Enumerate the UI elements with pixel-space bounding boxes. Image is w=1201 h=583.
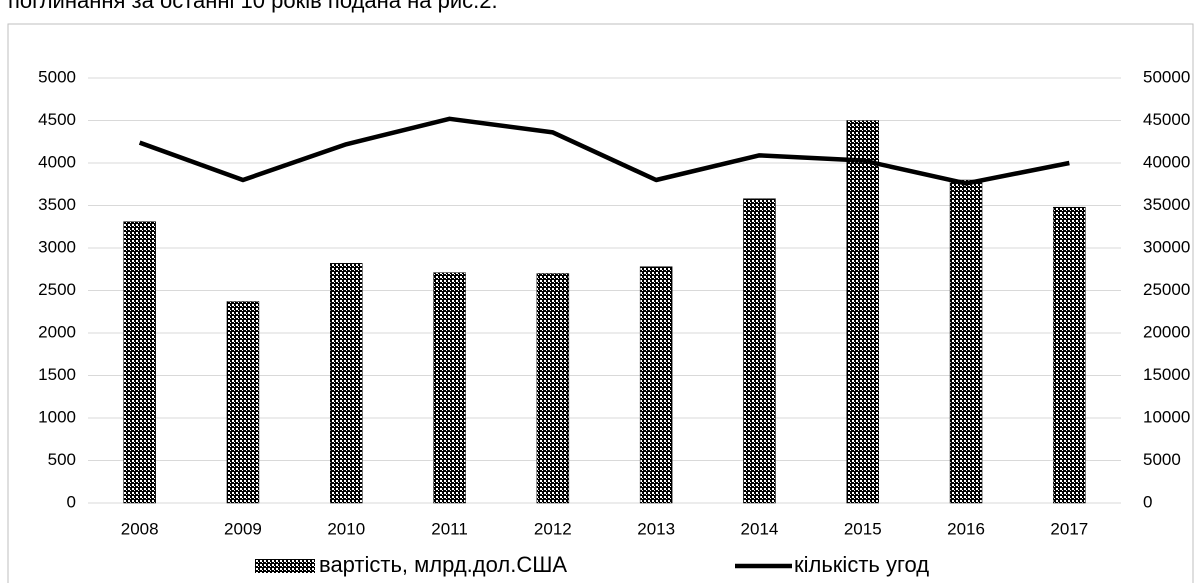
y2-tick-label: 35000 xyxy=(1143,195,1190,214)
x-tick-label: 2010 xyxy=(327,519,365,538)
bar xyxy=(330,263,363,504)
x-tick-label: 2016 xyxy=(947,519,985,538)
y2-tick-label: 30000 xyxy=(1143,237,1190,256)
y2-tick-label: 25000 xyxy=(1143,280,1190,299)
bar xyxy=(123,221,156,504)
line xyxy=(138,116,1070,186)
bar xyxy=(226,301,260,504)
y2-tick-label: 20000 xyxy=(1143,322,1190,341)
legend-label: вартість, млрд.дол.США xyxy=(319,552,567,577)
y-tick-label: 4000 xyxy=(38,152,76,171)
x-tick-label: 2014 xyxy=(741,519,779,538)
y2-tick-label: 45000 xyxy=(1143,110,1190,129)
bar xyxy=(1053,206,1086,504)
y2-tick-label: 15000 xyxy=(1143,365,1190,384)
y-tick-label: 0 xyxy=(67,492,76,511)
x-tick-label: 2017 xyxy=(1050,519,1088,538)
y-tick-label: 2500 xyxy=(38,280,76,299)
y-tick-label: 3000 xyxy=(38,237,76,256)
y-tick-label: 2000 xyxy=(38,322,76,341)
x-tick-label: 2013 xyxy=(637,519,675,538)
y2-tick-label: 40000 xyxy=(1143,152,1190,171)
x-tick-label: 2012 xyxy=(534,519,572,538)
y-tick-label: 5000 xyxy=(38,67,76,86)
x-tick-label: 2015 xyxy=(844,519,882,538)
y-tick-label: 500 xyxy=(48,450,76,469)
y-tick-label: 1000 xyxy=(38,407,76,426)
bar xyxy=(846,120,879,504)
bar xyxy=(743,198,776,504)
bar xyxy=(536,273,570,504)
y2-tick-label: 5000 xyxy=(1143,450,1181,469)
y2-tick-label: 50000 xyxy=(1143,67,1190,86)
y2-tick-label: 10000 xyxy=(1143,407,1190,426)
bar xyxy=(639,266,673,504)
y2-tick-label: 0 xyxy=(1143,492,1152,511)
x-tick-label: 2011 xyxy=(431,519,468,538)
x-tick-label: 2009 xyxy=(224,519,262,538)
y-tick-label: 4500 xyxy=(38,110,76,129)
bar xyxy=(433,272,466,504)
legend-label: кількість угод xyxy=(794,552,929,577)
legend-swatch xyxy=(255,559,315,573)
chart-frame xyxy=(7,23,1194,583)
y-tick-label: 3500 xyxy=(38,195,76,214)
y-tick-label: 1500 xyxy=(38,365,76,384)
x-tick-label: 2008 xyxy=(121,519,159,538)
bar xyxy=(949,179,983,504)
caption: поглинання за останні 10 років подана на… xyxy=(8,0,498,13)
